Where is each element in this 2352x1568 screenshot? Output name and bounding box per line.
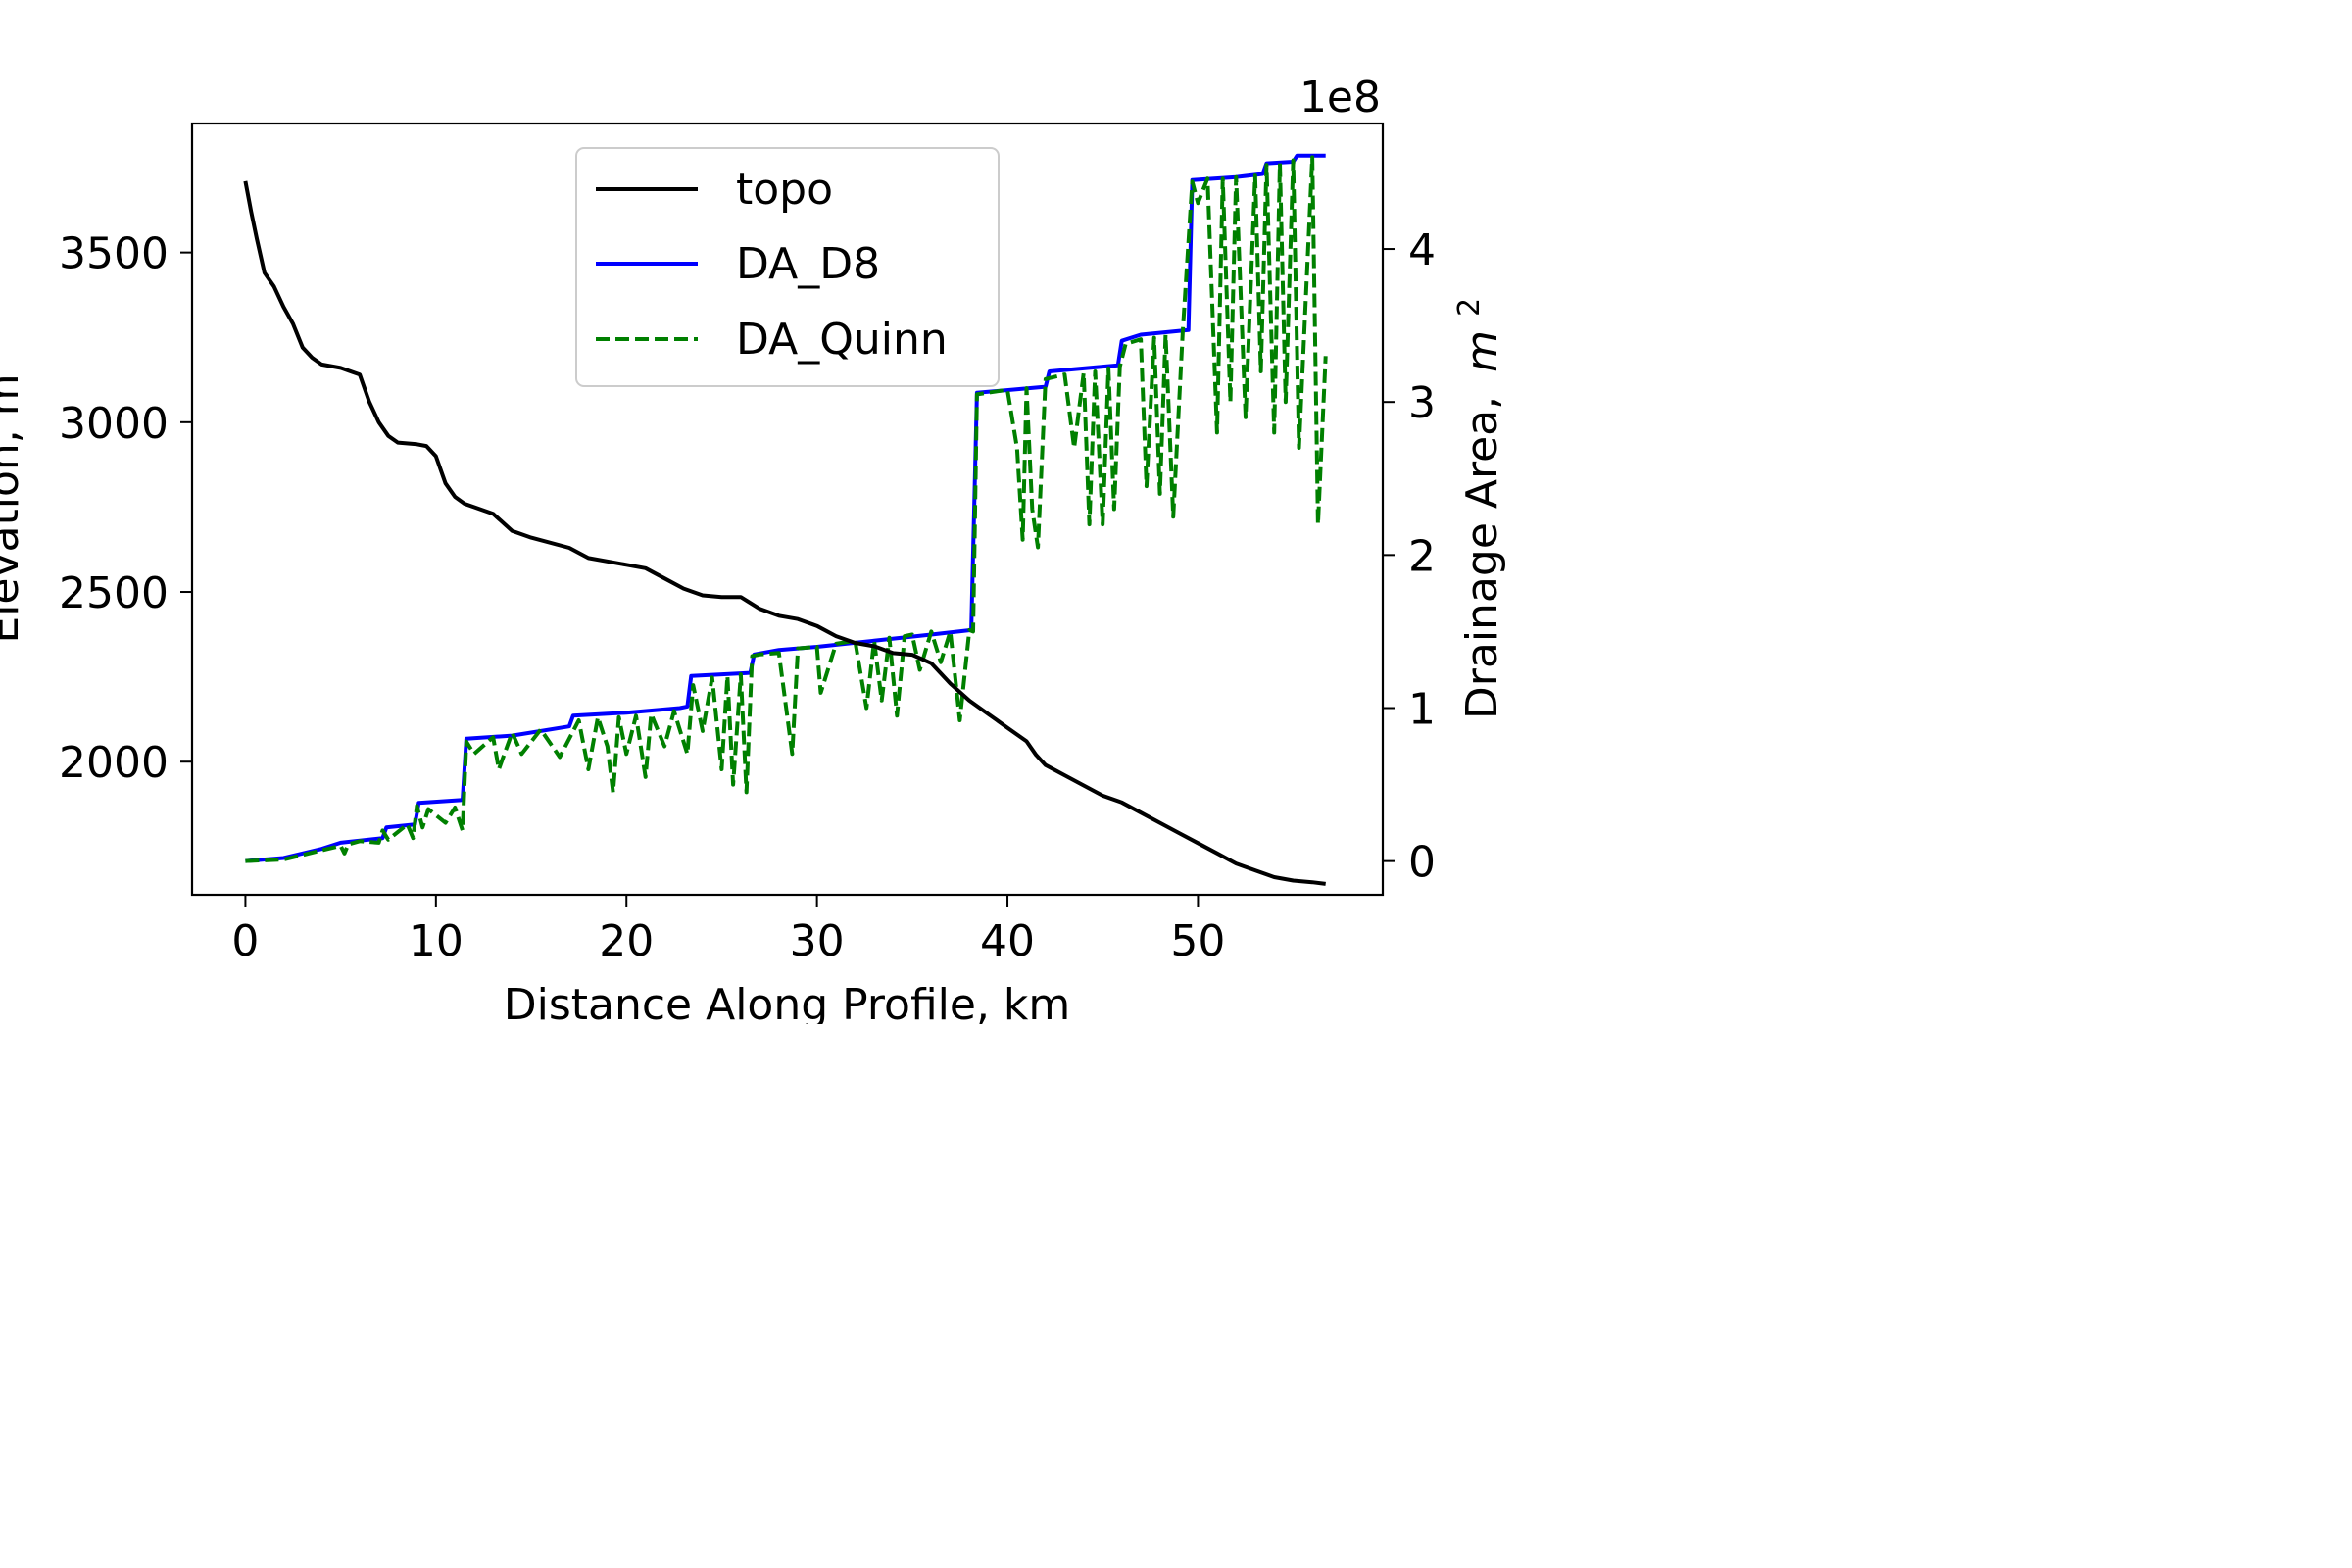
right-axis-label-text: Drainage Area, (1457, 396, 1507, 719)
x-tick-label: 30 (790, 916, 845, 966)
x-axis-label: Distance Along Profile, km (504, 980, 1071, 1024)
right-tick-label: 1 (1408, 684, 1436, 734)
left-axis-label: Elevation, m (0, 373, 28, 643)
series-layer (243, 153, 1328, 886)
right-axis-ticks: 0 1 2 3 4 (1383, 225, 1436, 888)
plot-area-frame (190, 122, 1385, 897)
x-axis-ticks: 0 10 20 30 40 50 (231, 895, 1225, 966)
left-tick-label: 2000 (59, 738, 169, 788)
right-tick-label: 4 (1408, 225, 1436, 275)
x-tick-label: 40 (980, 916, 1035, 966)
x-tick-label: 0 (231, 916, 259, 966)
right-axis-offset-text: 1e8 (1299, 73, 1381, 122)
right-tick-label: 0 (1408, 838, 1436, 888)
x-tick-label: 20 (599, 916, 654, 966)
x-tick-label: 10 (409, 916, 464, 966)
series-line-da-quinn (245, 155, 1328, 863)
legend-frame (575, 147, 1000, 387)
legend-label-da-d8: DA_D8 (736, 239, 880, 289)
right-axis-label-exponent: 2 (1452, 298, 1487, 317)
right-axis-label: Drainage Area, m 2 (1452, 298, 1507, 719)
left-tick-label: 2500 (59, 568, 169, 618)
left-tick-label: 3000 (59, 399, 169, 449)
chart-figure: 0 10 20 30 40 50 2000 2500 3000 3500 0 1 2 3 4 Dista… (0, 0, 1537, 1024)
left-axis-ticks: 2000 2500 3000 3500 (59, 229, 192, 788)
legend-label-topo: topo (736, 165, 833, 215)
x-tick-label: 50 (1170, 916, 1225, 966)
right-tick-label: 3 (1408, 378, 1436, 428)
right-axis-label-unit: m (1457, 330, 1507, 372)
right-tick-label: 2 (1408, 531, 1436, 581)
legend: topo DA_D8 DA_Quinn (575, 147, 1000, 387)
left-tick-label: 3500 (59, 229, 169, 279)
legend-label-da-quinn: DA_Quinn (736, 315, 948, 365)
series-line-topo (243, 180, 1326, 886)
